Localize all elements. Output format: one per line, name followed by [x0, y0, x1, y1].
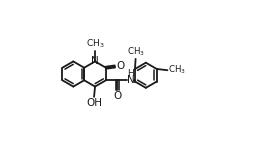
- Text: $\mathregular{CH_3}$: $\mathregular{CH_3}$: [86, 38, 104, 50]
- Text: OH: OH: [86, 98, 102, 108]
- Text: N: N: [91, 56, 99, 66]
- Text: O: O: [113, 91, 121, 101]
- Text: O: O: [116, 61, 124, 71]
- Text: $\mathregular{CH_3}$: $\mathregular{CH_3}$: [168, 64, 186, 77]
- Text: $\mathregular{CH_3}$: $\mathregular{CH_3}$: [127, 46, 144, 58]
- Text: H: H: [127, 69, 134, 78]
- Text: N: N: [127, 75, 135, 85]
